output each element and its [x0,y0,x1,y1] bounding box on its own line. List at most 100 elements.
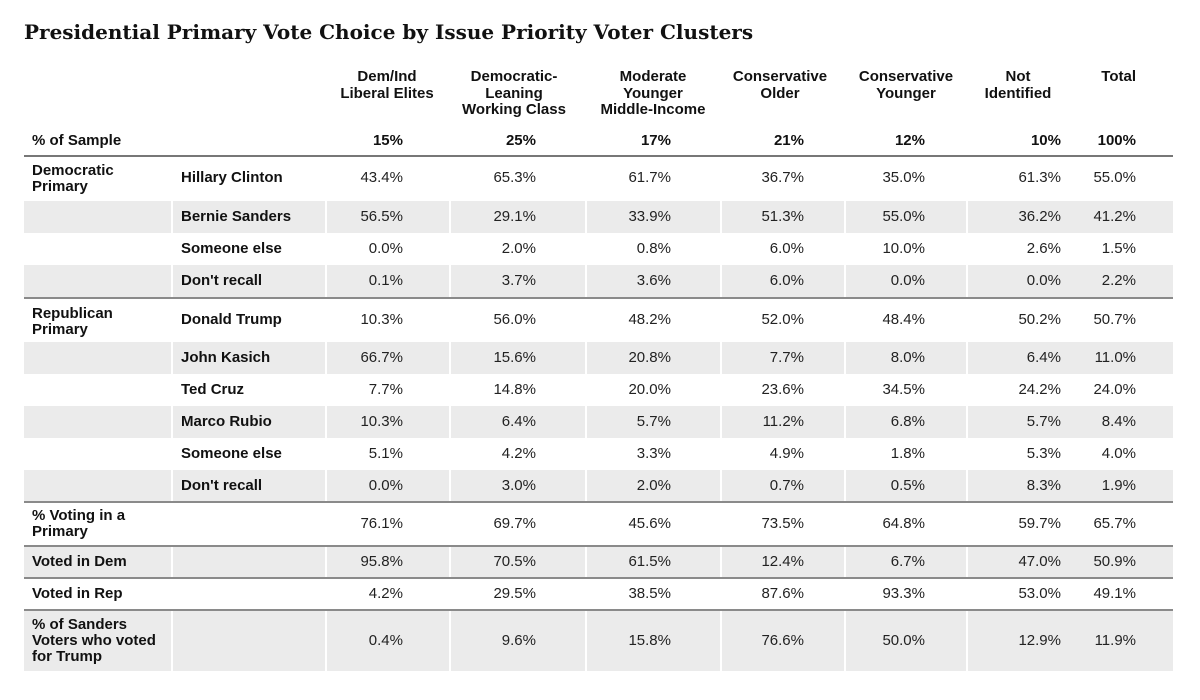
row-shading [1078,546,1173,578]
row-shading [173,342,325,374]
table-cell: 2.6% [1026,240,1061,257]
sample-value: 21% [773,132,804,149]
table-cell: 5.1% [368,445,403,462]
table-cell: 10.3% [360,311,403,328]
table-cell: 0.0% [890,272,925,289]
sample-row-label: % of Sample [32,132,122,149]
row-group-label: Voted in Rep [32,585,123,602]
table-cell: 3.0% [501,477,536,494]
table-cell: 0.1% [368,272,403,289]
table-cell: 38.5% [628,585,671,602]
row-shading [24,201,171,233]
row-shading [327,201,449,233]
table-cell: 48.4% [882,311,925,328]
table-cell: 29.1% [493,208,536,225]
row-shading [24,265,171,297]
column-header: Not Identified [984,68,1052,102]
sample-value: 17% [640,132,671,149]
row-shading [846,610,966,671]
row-group-label: % Voting in a Primary [32,507,126,540]
table-cell: 10.0% [882,240,925,257]
column-header: Conservative Older [732,68,828,102]
row-shading [846,546,966,578]
table-cell: 0.7% [769,477,804,494]
sample-value: 10% [1030,132,1061,149]
table-cell: 2.0% [501,240,536,257]
row-shading [846,470,966,502]
table-cell: 1.9% [1101,477,1136,494]
table-cell: 7.7% [769,349,804,366]
table-cell: 50.7% [1093,311,1136,328]
row-shading [24,610,171,671]
table-cell: 8.0% [890,349,925,366]
table-cell: 29.5% [493,585,536,602]
row-label: Someone else [181,445,282,462]
data-table: Dem/Ind Liberal Elites Democratic- Leanin… [24,0,1173,700]
table-cell: 20.0% [628,381,671,398]
table-cell: 3.3% [636,445,671,462]
table-cell: 0.0% [368,240,403,257]
sample-value: 12% [894,132,925,149]
table-cell: 0.5% [890,477,925,494]
table-cell: 8.4% [1101,413,1136,430]
row-shading [587,470,720,502]
table-cell: 51.3% [761,208,804,225]
table-cell: 64.8% [882,515,925,532]
table-cell: 66.7% [360,349,403,366]
row-shading [327,406,449,438]
table-cell: 0.0% [368,477,403,494]
table-cell: 56.0% [493,311,536,328]
table-cell: 9.6% [501,631,536,649]
table-cell: 55.0% [1093,169,1136,186]
row-group-label: Republican Primary [32,305,113,338]
section-rule [24,545,1173,547]
table-cell: 61.5% [628,553,671,570]
row-label: Hillary Clinton [181,169,283,186]
table-cell: 15.8% [628,631,671,649]
section-rule [24,609,1173,611]
row-label: Marco Rubio [181,413,272,430]
column-header: Conservative Younger [858,68,954,102]
table-cell: 0.8% [636,240,671,257]
row-shading [722,342,844,374]
table-cell: 15.6% [493,349,536,366]
table-cell: 61.7% [628,169,671,186]
table-cell: 41.2% [1093,208,1136,225]
row-shading [722,546,844,578]
section-rule [24,297,1173,299]
row-shading [722,265,844,297]
row-shading [722,470,844,502]
table-cell: 4.2% [501,445,536,462]
table-cell: 4.0% [1101,445,1136,462]
table-cell: 50.2% [1018,311,1061,328]
row-shading [587,546,720,578]
table-cell: 52.0% [761,311,804,328]
table-cell: 3.6% [636,272,671,289]
table-cell: 23.6% [761,381,804,398]
table-cell: 76.1% [360,515,403,532]
table-cell: 12.4% [761,553,804,570]
table-cell: 34.5% [882,381,925,398]
row-shading [327,265,449,297]
table-cell: 11.0% [1094,349,1136,366]
row-shading [24,546,171,578]
table-cell: 1.5% [1101,240,1136,257]
table-cell: 6.0% [769,240,804,257]
row-shading [451,201,585,233]
row-shading [587,610,720,671]
table-cell: 2.2% [1101,272,1136,289]
row-shading [327,470,449,502]
row-shading [451,342,585,374]
row-shading [846,406,966,438]
row-group-label: Democratic Primary [32,162,114,195]
table-cell: 12.9% [1018,631,1061,649]
row-shading [173,610,325,671]
table-cell: 4.2% [368,585,403,602]
column-header: Dem/Ind Liberal Elites [340,68,434,102]
table-cell: 65.7% [1093,515,1136,532]
table-cell: 14.8% [493,381,536,398]
chart-title: Presidential Primary Vote Choice by Issu… [24,20,754,44]
table-cell: 36.2% [1018,208,1061,225]
table-cell: 93.3% [882,585,925,602]
table-cell: 61.3% [1018,169,1061,186]
